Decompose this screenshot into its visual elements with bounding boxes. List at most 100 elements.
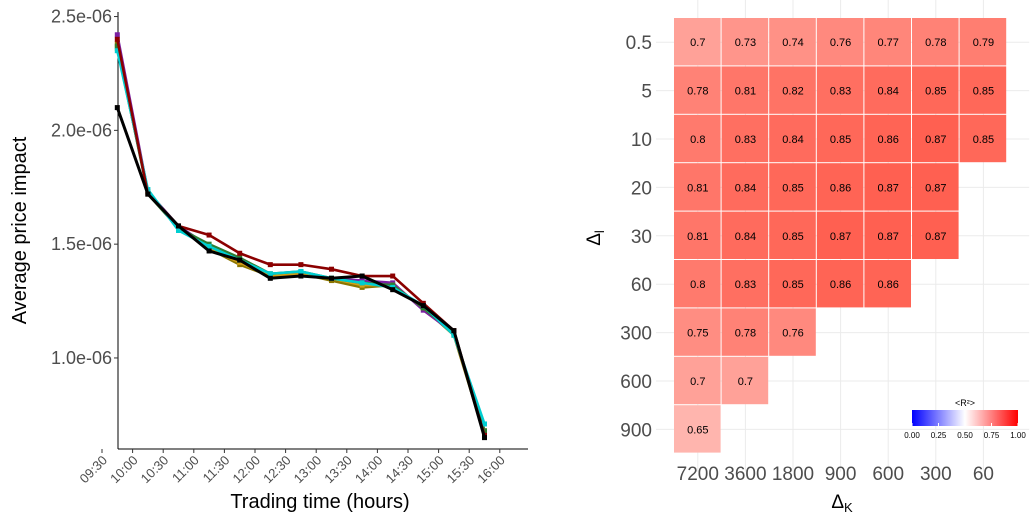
heatmap-cell xyxy=(864,260,911,308)
x-tick-label: 12:30 xyxy=(260,453,294,487)
y-tick-label: 900 xyxy=(620,420,652,441)
heatmap-cell xyxy=(912,66,959,114)
legend-tick-label: 0.75 xyxy=(984,431,1000,440)
cell-value-label: 0.73 xyxy=(735,37,756,49)
heatmap-cell xyxy=(959,18,1007,66)
cell-value-label: 0.86 xyxy=(877,279,898,291)
series-point xyxy=(176,228,181,233)
x-tick-label: 7200 xyxy=(677,464,719,485)
cell-value-label: 0.78 xyxy=(687,86,708,98)
x-tick-label: 10:00 xyxy=(107,453,141,487)
cell-value-label: 0.79 xyxy=(973,37,994,49)
heatmap-cell xyxy=(816,211,864,259)
series-point xyxy=(298,268,304,274)
x-tick-label: 3600 xyxy=(724,464,766,485)
heatmap-cell xyxy=(912,18,959,66)
heatmap-cell xyxy=(674,163,721,211)
series-point xyxy=(390,273,396,279)
heatmap-cell xyxy=(769,163,816,211)
y-tick-label: 1.0e-06 xyxy=(51,348,112,368)
cell-value-label: 0.84 xyxy=(782,134,803,146)
x-tick-label: 300 xyxy=(920,464,952,485)
series-point xyxy=(267,262,273,268)
x-tick-label: 13:30 xyxy=(321,453,355,487)
heatmap-cell xyxy=(959,114,1007,163)
x-tick-label: 10:30 xyxy=(138,453,172,487)
series-line xyxy=(116,39,486,436)
cell-value-label: 0.81 xyxy=(687,231,708,243)
y-tick-label: 20 xyxy=(631,178,652,199)
cell-value-label: 0.83 xyxy=(830,86,851,98)
cell-value-label: 0.74 xyxy=(782,37,803,49)
series-point xyxy=(267,271,273,277)
series-point xyxy=(206,248,212,254)
series-point xyxy=(329,266,334,272)
y-tick-label: 60 xyxy=(631,275,652,296)
legend-tick-label: 0.25 xyxy=(931,431,947,440)
cell-value-label: 0.8 xyxy=(690,134,705,146)
heatmap-cell xyxy=(721,308,769,356)
heatmap-cell xyxy=(721,66,769,114)
heatmap-cell xyxy=(864,114,911,163)
heatmap-cell xyxy=(674,405,721,453)
cell-value-label: 0.83 xyxy=(735,134,756,146)
x-tick-label: 15:30 xyxy=(444,453,478,487)
legend-title: <R²> xyxy=(955,398,975,408)
series-point xyxy=(114,36,120,42)
heatmap-cell xyxy=(721,114,769,163)
heatmap-cell xyxy=(674,114,721,163)
cell-value-label: 0.84 xyxy=(877,86,898,98)
heatmap-cell xyxy=(674,18,721,66)
heatmap-cell xyxy=(721,211,769,259)
cell-value-label: 0.83 xyxy=(735,279,756,291)
series-point xyxy=(267,275,273,281)
series-point xyxy=(176,223,181,229)
series-line xyxy=(116,45,486,432)
y-axis-title: Δl xyxy=(584,230,607,246)
heatmap-chart: 0.7 0.73 0.74 0.76 0.77 0.78 0.790.78 0.81 0.82 0… xyxy=(584,0,1030,515)
cell-value-label: 0.84 xyxy=(735,231,756,243)
x-tick-label: 1800 xyxy=(772,464,814,485)
x-axis-title: ΔK xyxy=(831,492,853,515)
cell-value-label: 0.85 xyxy=(782,231,803,243)
x-tick-label: 900 xyxy=(825,464,857,485)
y-axis-title: Average price impact xyxy=(9,136,31,324)
cell-value-label: 0.77 xyxy=(877,37,898,49)
series-point xyxy=(237,257,243,263)
cell-value-label: 0.82 xyxy=(782,86,803,98)
cell-value-label: 0.78 xyxy=(925,37,946,49)
heatmap-cell xyxy=(721,356,769,405)
y-tick-label: 600 xyxy=(620,372,652,393)
y-tick-label: 300 xyxy=(620,324,652,345)
cell-value-label: 0.87 xyxy=(877,231,898,243)
legend-tick-label: 0.50 xyxy=(957,431,973,440)
cell-value-label: 0.84 xyxy=(735,182,756,194)
cell-value-label: 0.85 xyxy=(973,134,994,146)
series-point xyxy=(329,275,334,281)
heatmap-cell xyxy=(864,66,911,114)
legend-tick-label: 1.00 xyxy=(1010,431,1026,440)
y-tick-label: 2.0e-06 xyxy=(51,120,112,140)
cell-value-label: 0.85 xyxy=(925,86,946,98)
cell-value-label: 0.75 xyxy=(687,328,708,340)
y-tick-label: 10 xyxy=(631,130,652,151)
heatmap-cell xyxy=(674,211,721,259)
heatmap-cell xyxy=(816,163,864,211)
cell-value-label: 0.87 xyxy=(925,231,946,243)
series-point xyxy=(237,250,243,256)
cell-value-label: 0.81 xyxy=(687,182,708,194)
cell-value-label: 0.7 xyxy=(738,376,753,388)
x-tick-label: 14:30 xyxy=(383,453,417,487)
legend-tick-label: 0.00 xyxy=(904,431,920,440)
series-point xyxy=(114,105,120,111)
heatmap-cell xyxy=(721,18,769,66)
series-point xyxy=(114,32,120,38)
cell-value-label: 0.86 xyxy=(877,134,898,146)
heatmap-cell xyxy=(769,211,816,259)
series-point xyxy=(206,232,212,238)
heatmap-cell xyxy=(912,211,959,259)
cell-value-label: 0.76 xyxy=(830,37,851,49)
cell-value-label: 0.65 xyxy=(687,424,708,436)
heatmap-cell xyxy=(959,66,1007,114)
y-tick-label: 2.5e-06 xyxy=(51,7,112,27)
